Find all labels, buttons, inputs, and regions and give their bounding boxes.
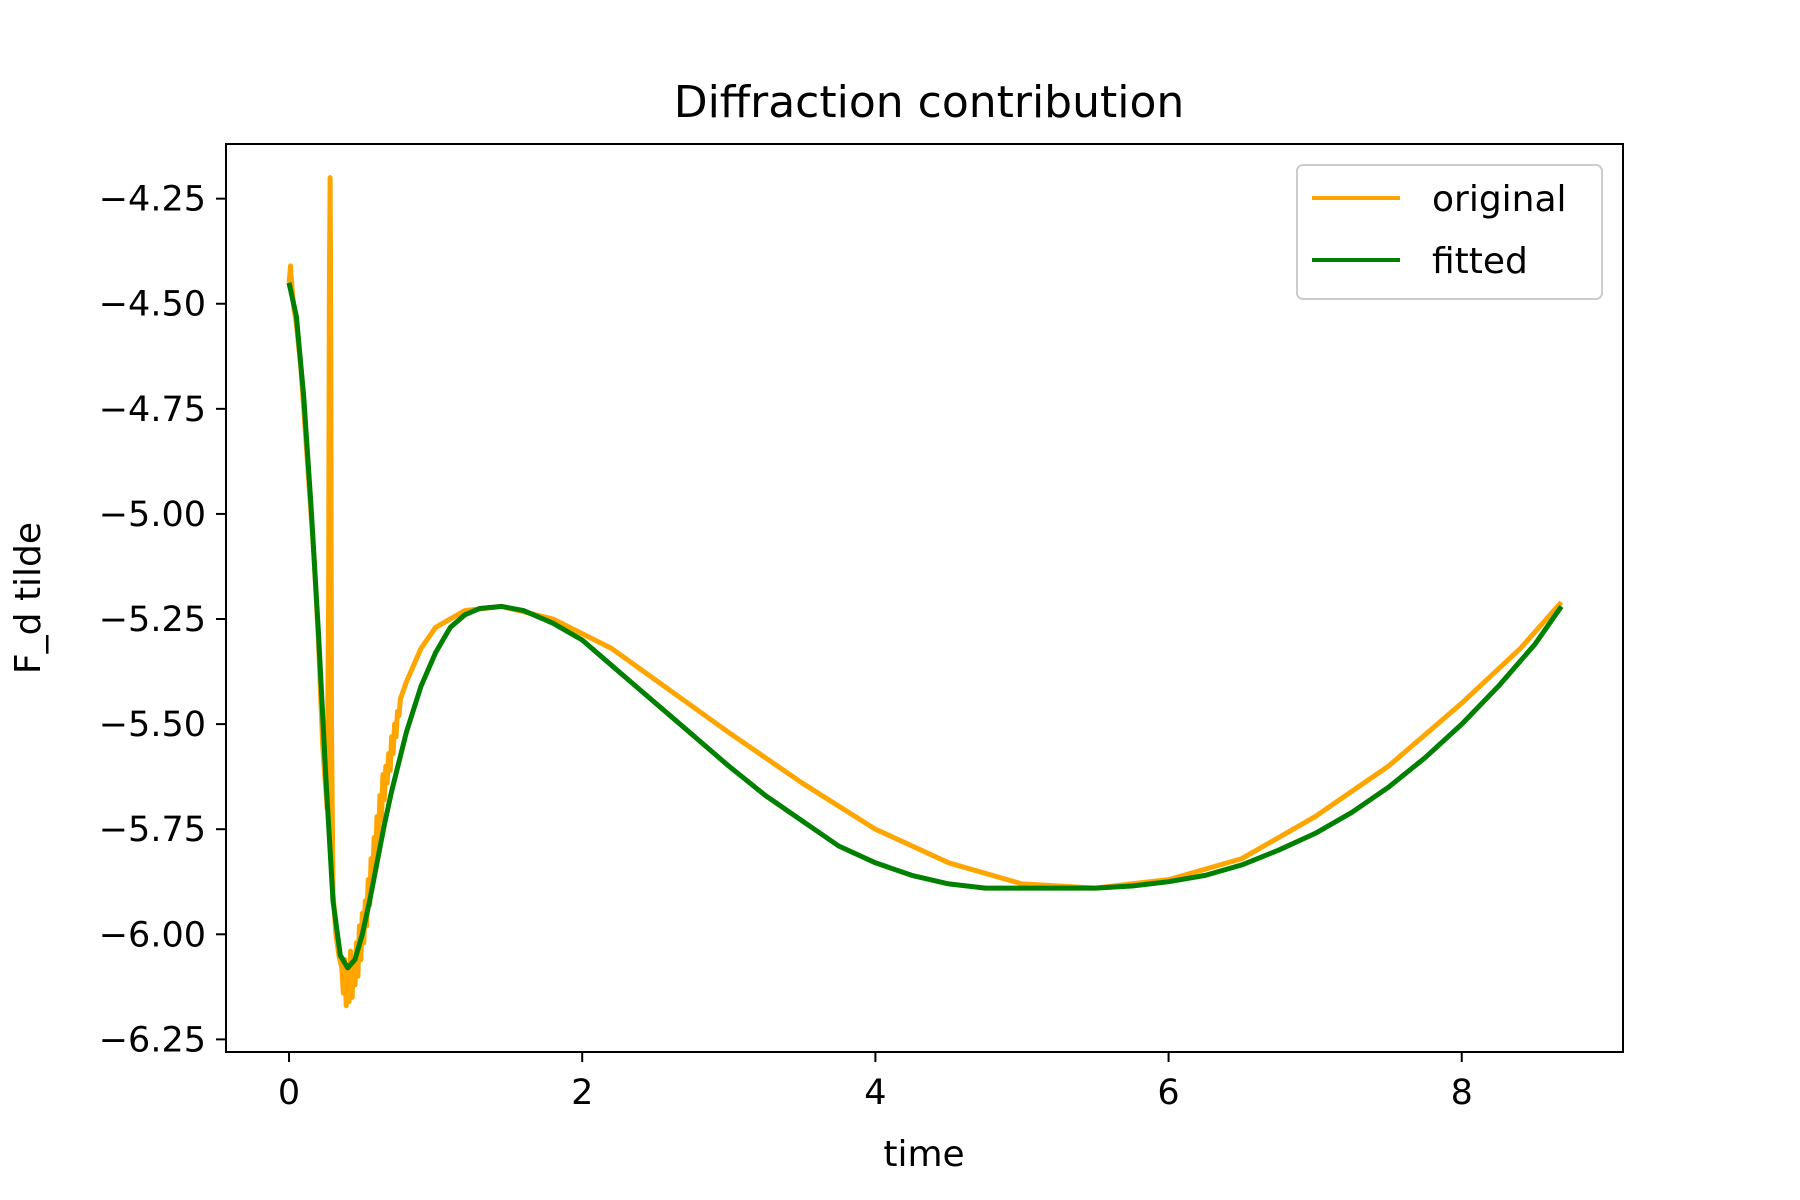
x-tick-label: 0	[278, 1073, 300, 1113]
legend: original fitted	[1296, 164, 1603, 300]
y-tick-label: −5.75	[99, 810, 206, 850]
y-tick-label: −6.00	[99, 915, 206, 955]
legend-label-fitted: fitted	[1432, 241, 1528, 282]
x-tick-label: 8	[1451, 1073, 1473, 1113]
plot-frame	[225, 143, 1624, 1053]
y-tick-label: −4.50	[99, 285, 206, 325]
y-axis-label: F_d tilde	[8, 522, 49, 674]
x-tick-label: 6	[1157, 1073, 1179, 1113]
y-tick-label: −5.25	[99, 600, 206, 640]
x-axis: 0 2 4 6 8	[278, 1052, 1473, 1113]
legend-label-original: original	[1432, 179, 1567, 220]
plot-area	[286, 175, 1564, 1009]
series-line-fitted	[286, 282, 1564, 971]
x-tick-label: 4	[864, 1073, 886, 1113]
y-tick-label: −4.25	[99, 180, 206, 220]
y-tick-label: −5.50	[99, 705, 206, 745]
y-axis: −4.25 −4.50 −4.75 −5.00 −5.25 −5.50 −5.75 −6.00…	[99, 180, 226, 1060]
x-tick-label: 2	[571, 1073, 593, 1113]
y-tick-label: −4.75	[99, 390, 206, 430]
x-axis-label: time	[883, 1134, 964, 1175]
chart-title: Diffraction contribution	[674, 77, 1185, 128]
series-line-original	[286, 175, 1564, 1009]
y-tick-label: −6.25	[99, 1020, 206, 1060]
y-tick-label: −5.00	[99, 495, 206, 535]
